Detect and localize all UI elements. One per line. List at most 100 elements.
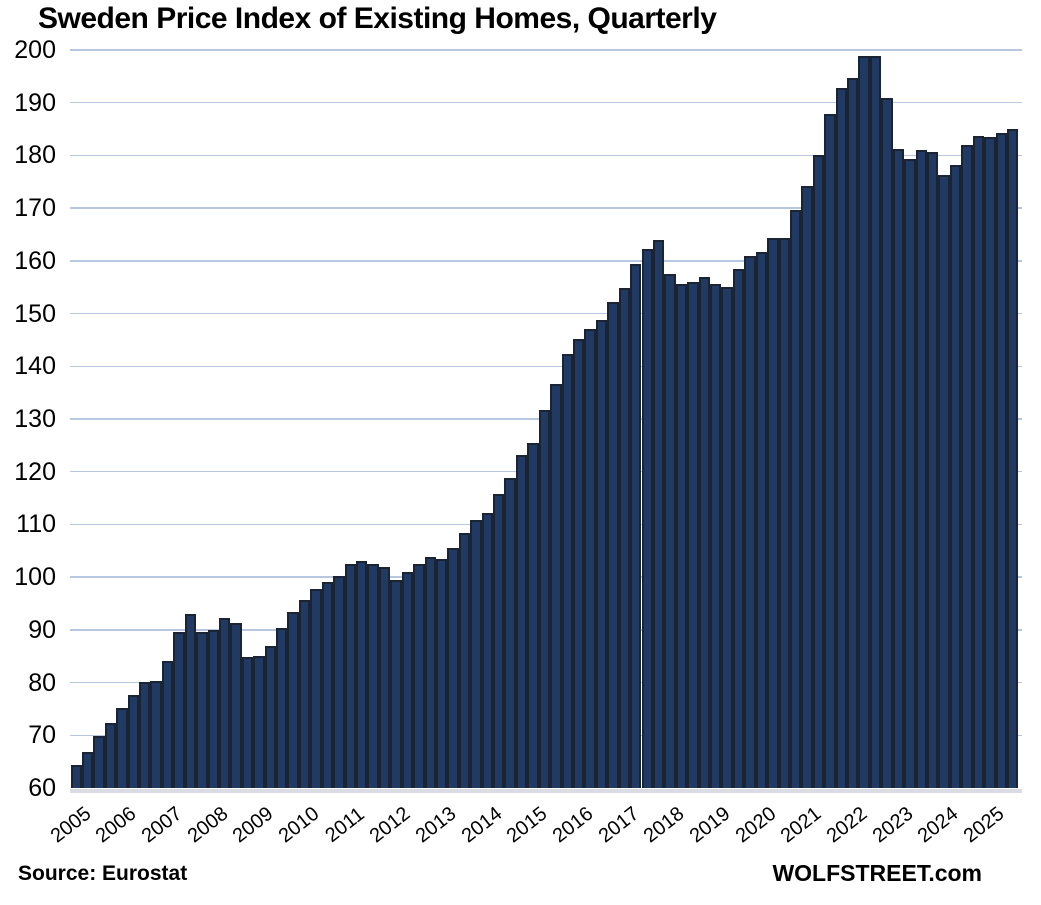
grid-line: [70, 154, 1022, 157]
bar: [550, 383, 562, 788]
grid-line: [70, 260, 1022, 262]
bar: [710, 283, 722, 788]
bar: [915, 150, 927, 788]
bar: [607, 301, 619, 788]
bar: [139, 682, 151, 788]
bar: [698, 276, 710, 788]
bar: [949, 164, 962, 788]
bar: [824, 113, 836, 788]
baseline-shadow: [70, 789, 1022, 793]
bar: [116, 708, 128, 788]
y-axis-tick-label: 190: [14, 88, 56, 117]
bar: [927, 151, 939, 788]
source-note: Source: Eurostat: [18, 862, 188, 885]
bar: [618, 288, 631, 788]
bar: [755, 251, 768, 788]
bar: [150, 680, 162, 788]
bar: [938, 174, 950, 788]
bar: [390, 579, 402, 788]
grid-line: [70, 312, 1022, 315]
bar: [253, 656, 265, 788]
y-axis-tick-label: 90: [28, 615, 56, 644]
bar: [276, 627, 288, 788]
bar: [356, 560, 368, 788]
bar: [595, 320, 608, 788]
bar: [435, 558, 448, 788]
bar: [515, 455, 528, 788]
bar: [93, 735, 105, 788]
y-axis-tick-label: 180: [14, 141, 56, 170]
y-axis-tick-label: 70: [28, 721, 56, 750]
bar: [321, 582, 334, 788]
bar: [892, 148, 905, 788]
bar: [675, 284, 688, 788]
bar: [218, 618, 231, 788]
y-axis-tick-label: 60: [28, 774, 56, 802]
bar: [207, 629, 219, 788]
bar: [527, 442, 539, 788]
bar: [447, 548, 459, 788]
grid-line: [70, 101, 1022, 104]
bar: [287, 611, 299, 788]
bar: [493, 494, 505, 788]
y-axis-tick-label: 200: [14, 36, 56, 64]
bar: [196, 631, 208, 788]
y-axis-tick-label: 170: [14, 194, 56, 223]
bar: [161, 661, 174, 788]
bar: [961, 144, 973, 788]
bar: [470, 520, 482, 788]
bar: [801, 186, 813, 788]
bar: [481, 512, 494, 788]
bar: [972, 135, 985, 788]
y-axis-tick-label: 130: [14, 405, 56, 433]
bar: [572, 339, 585, 788]
grid-line: [70, 49, 1022, 51]
bar: [767, 237, 779, 788]
bar: [230, 623, 242, 788]
bar: [127, 695, 139, 788]
y-axis-tick-label: 100: [14, 563, 56, 592]
bar: [789, 210, 802, 788]
bar: [778, 237, 790, 788]
bar: [687, 282, 699, 788]
y-axis-tick-label: 80: [28, 668, 56, 697]
bar: [721, 286, 733, 788]
y-axis-tick-label: 160: [14, 246, 56, 275]
bar: [561, 353, 573, 788]
bar: [584, 329, 596, 788]
bar: [732, 269, 745, 788]
bar: [538, 409, 551, 788]
grid-line: [70, 365, 1022, 368]
bar: [173, 631, 185, 788]
bar: [835, 88, 848, 788]
bar: [630, 264, 642, 788]
bar: [424, 557, 436, 788]
bar: [858, 56, 870, 788]
bar: [984, 136, 996, 788]
bar: [812, 155, 825, 788]
bar: [869, 56, 882, 788]
bar: [264, 646, 277, 788]
y-axis-tick-label: 140: [14, 352, 56, 381]
y-axis-tick-label: 110: [16, 510, 56, 539]
y-axis-tick-label: 120: [14, 457, 56, 486]
bar: [504, 478, 516, 788]
chart-title: Sweden Price Index of Existing Homes, Qu…: [38, 2, 717, 35]
bar: [184, 613, 197, 788]
bar: [664, 273, 676, 788]
bar: [413, 564, 425, 788]
bar: [310, 589, 322, 788]
branding-label: WOLFSTREET.com: [772, 860, 982, 886]
bar: [881, 98, 893, 788]
bar: [378, 566, 391, 788]
bar: [458, 532, 471, 788]
bar: [641, 249, 653, 788]
bar: [367, 564, 379, 788]
bar: [1006, 129, 1019, 788]
bar: [333, 575, 345, 788]
bar: [81, 752, 94, 788]
bar: [744, 256, 756, 788]
bar: [995, 132, 1007, 788]
bar: [401, 571, 414, 788]
